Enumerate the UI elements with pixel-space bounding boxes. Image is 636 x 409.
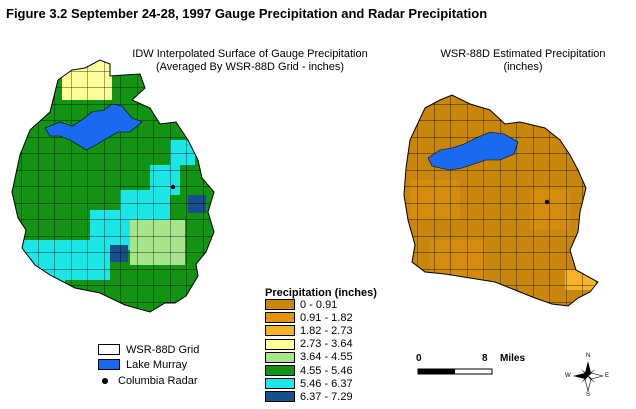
scale-unit-label: Miles <box>500 353 526 364</box>
grid-swatch <box>98 344 120 355</box>
legend-title: Precipitation (inches) <box>265 287 377 299</box>
legend-swatch <box>265 378 295 390</box>
legend-label: 4.55 - 5.46 <box>300 364 353 377</box>
left-map-title-line1: IDW Interpolated Surface of Gauge Precip… <box>132 48 368 60</box>
legend-swatch <box>265 299 295 310</box>
left-map-title-line2: (Averaged By WSR-88D Grid - inches) <box>155 61 345 73</box>
left-columbia-radar-dot <box>170 184 176 190</box>
compass-n-label: N <box>586 353 591 359</box>
legend-label: 1.82 - 2.73 <box>300 324 353 337</box>
compass-w-label: W <box>565 373 571 379</box>
legend-swatch <box>265 325 295 337</box>
key-lake-row: Lake Murray <box>98 358 187 371</box>
lake-swatch <box>98 359 120 370</box>
compass-e-label: E <box>605 373 610 379</box>
legend-row: 2.73 - 3.64 <box>265 338 353 351</box>
right-lake-murray <box>427 131 519 171</box>
right-map-title: WSR-88D Estimated Precipitation (inches) <box>408 48 636 74</box>
legend-row: 4.55 - 5.46 <box>265 364 353 377</box>
legend-swatch <box>265 391 295 403</box>
left-map-title: IDW Interpolated Surface of Gauge Precip… <box>100 48 400 74</box>
legend-swatch <box>265 338 295 350</box>
right-map-title-line1: WSR-88D Estimated Precipitation <box>440 48 606 60</box>
compass-s-label: S <box>586 392 591 398</box>
legend-row: 0 - 0.91 <box>265 298 337 311</box>
legend-label: 2.73 - 3.64 <box>300 338 353 351</box>
legend-row: 5.46 - 6.37 <box>265 377 353 390</box>
left-lake-murray <box>44 103 143 151</box>
legend-swatch <box>265 312 295 324</box>
left-map <box>11 59 215 313</box>
legend-row: 0.91 - 1.82 <box>265 311 353 324</box>
key-grid-row: WSR-88D Grid <box>98 343 199 356</box>
scale-start-label: 0 <box>416 353 422 364</box>
figure-title: Figure 3.2 September 24-28, 1997 Gauge P… <box>6 6 488 21</box>
legend-row: 6.37 - 7.29 <box>265 390 353 403</box>
right-map <box>403 94 599 307</box>
legend-swatch <box>265 365 295 376</box>
legend-row: 1.82 - 2.73 <box>265 324 353 337</box>
right-columbia-radar-dot <box>544 199 550 205</box>
key-lake-label: Lake Murray <box>126 358 188 371</box>
legend-label: 3.64 - 4.55 <box>300 351 353 364</box>
compass-rose-icon <box>573 361 604 392</box>
legend-row: 3.64 - 4.55 <box>265 351 353 364</box>
radar-dot-icon <box>102 377 108 384</box>
legend-label: 5.46 - 6.37 <box>300 377 353 390</box>
key-radar-label: Columbia Radar <box>118 374 198 387</box>
legend-label: 6.37 - 7.29 <box>300 390 353 403</box>
legend-label: 0 - 0.91 <box>300 298 338 311</box>
scale-end-label: 8 <box>482 353 488 364</box>
legend-swatch <box>265 351 295 363</box>
key-grid-label: WSR-88D Grid <box>126 343 200 356</box>
scale-bar <box>417 368 493 375</box>
key-radar-row: Columbia Radar <box>98 374 197 387</box>
legend-label: 0.91 - 1.82 <box>300 311 353 324</box>
right-map-title-line2: (inches) <box>503 61 543 73</box>
